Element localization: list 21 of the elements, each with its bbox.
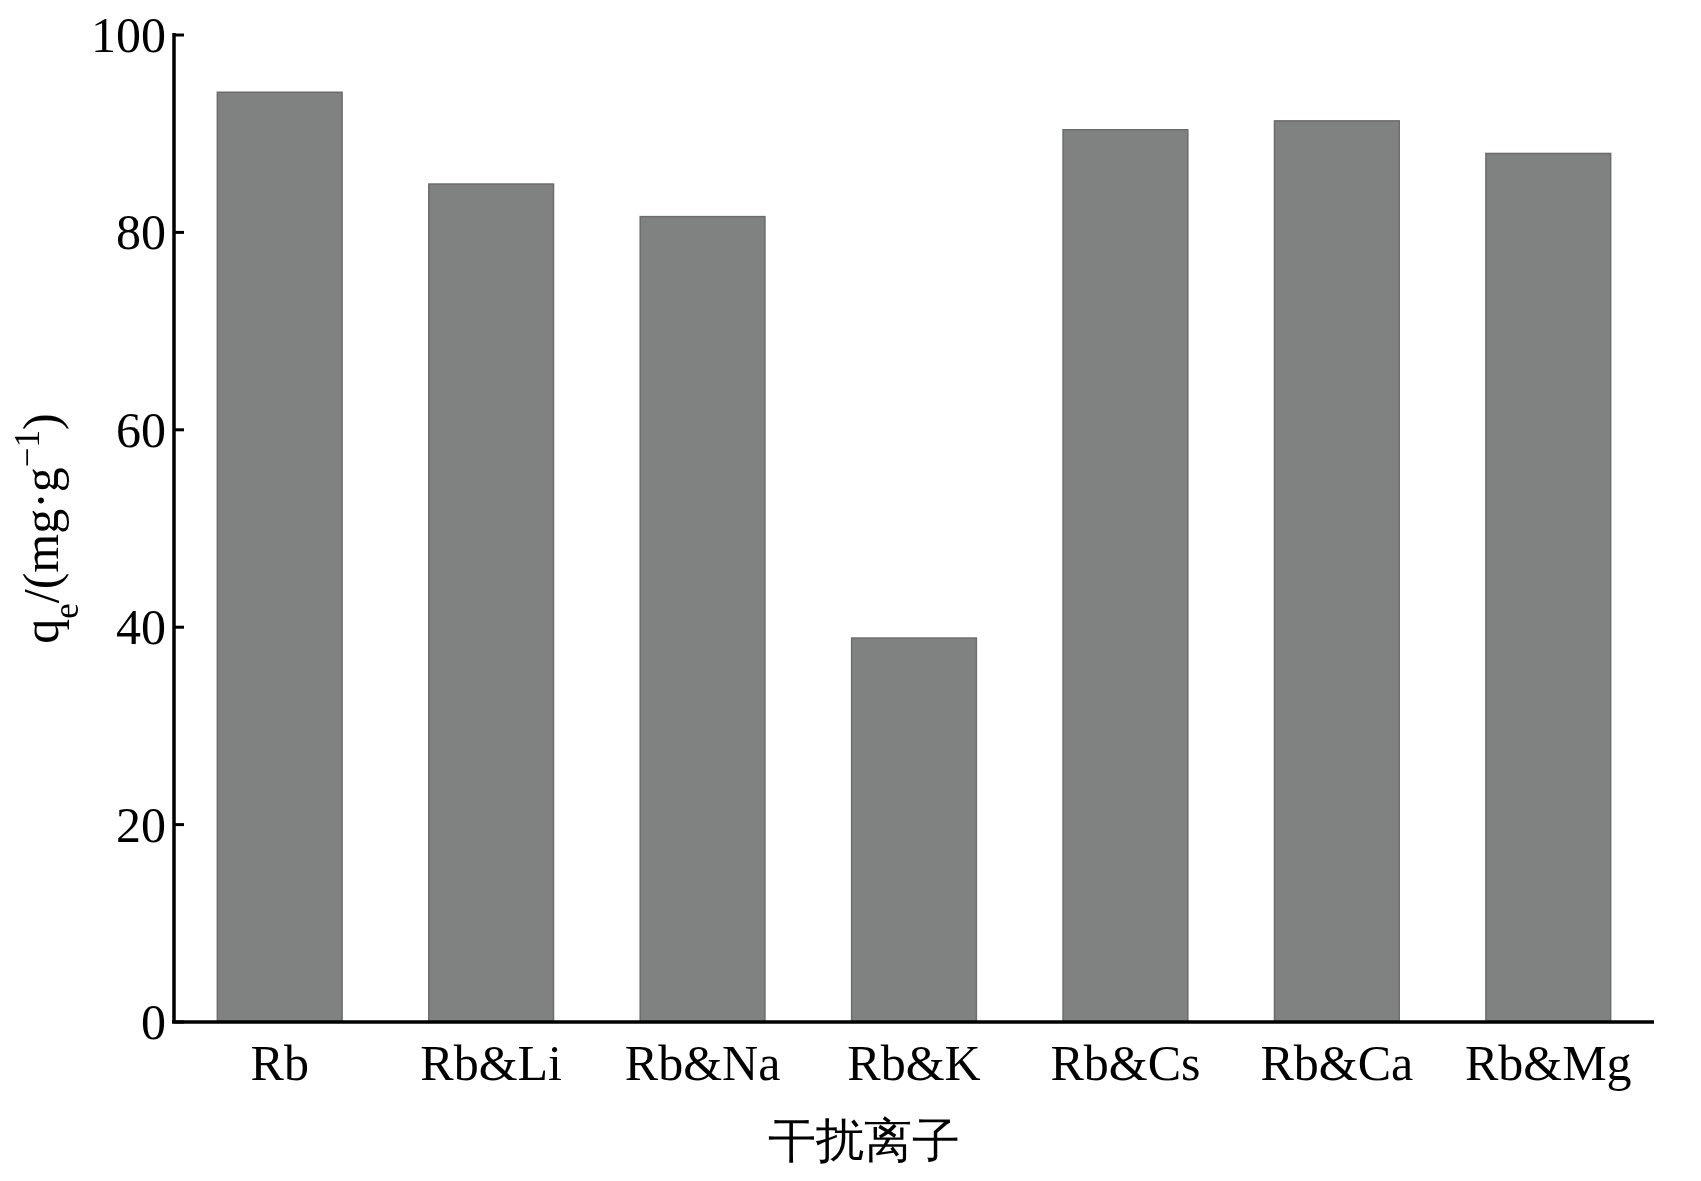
bar [1485, 152, 1612, 1023]
bar [1273, 120, 1400, 1023]
bar [639, 215, 766, 1023]
x-axis-title: 干扰离子 [768, 1114, 960, 1167]
x-tick-label: Rb&Li [420, 1035, 562, 1091]
x-tick-label: Rb&Ca [1260, 1035, 1414, 1091]
y-tick-label: 0 [141, 994, 166, 1050]
y-tick-label: 40 [116, 599, 166, 656]
x-tick-label: Rb&Mg [1464, 1035, 1632, 1091]
x-tick-label: Rb&Na [624, 1035, 781, 1091]
y-tick-label: 20 [116, 796, 166, 853]
bar [1062, 129, 1189, 1023]
y-tick-label: 80 [116, 204, 166, 261]
bar [216, 91, 343, 1023]
x-tick-label: Rb&K [847, 1035, 981, 1091]
x-tick-label: Rb&Cs [1050, 1035, 1201, 1091]
bar [850, 637, 978, 1023]
bar [428, 183, 555, 1023]
x-tick-label: Rb [250, 1035, 309, 1091]
y-tick-label: 100 [91, 7, 166, 63]
y-tick-label: 60 [116, 401, 166, 458]
